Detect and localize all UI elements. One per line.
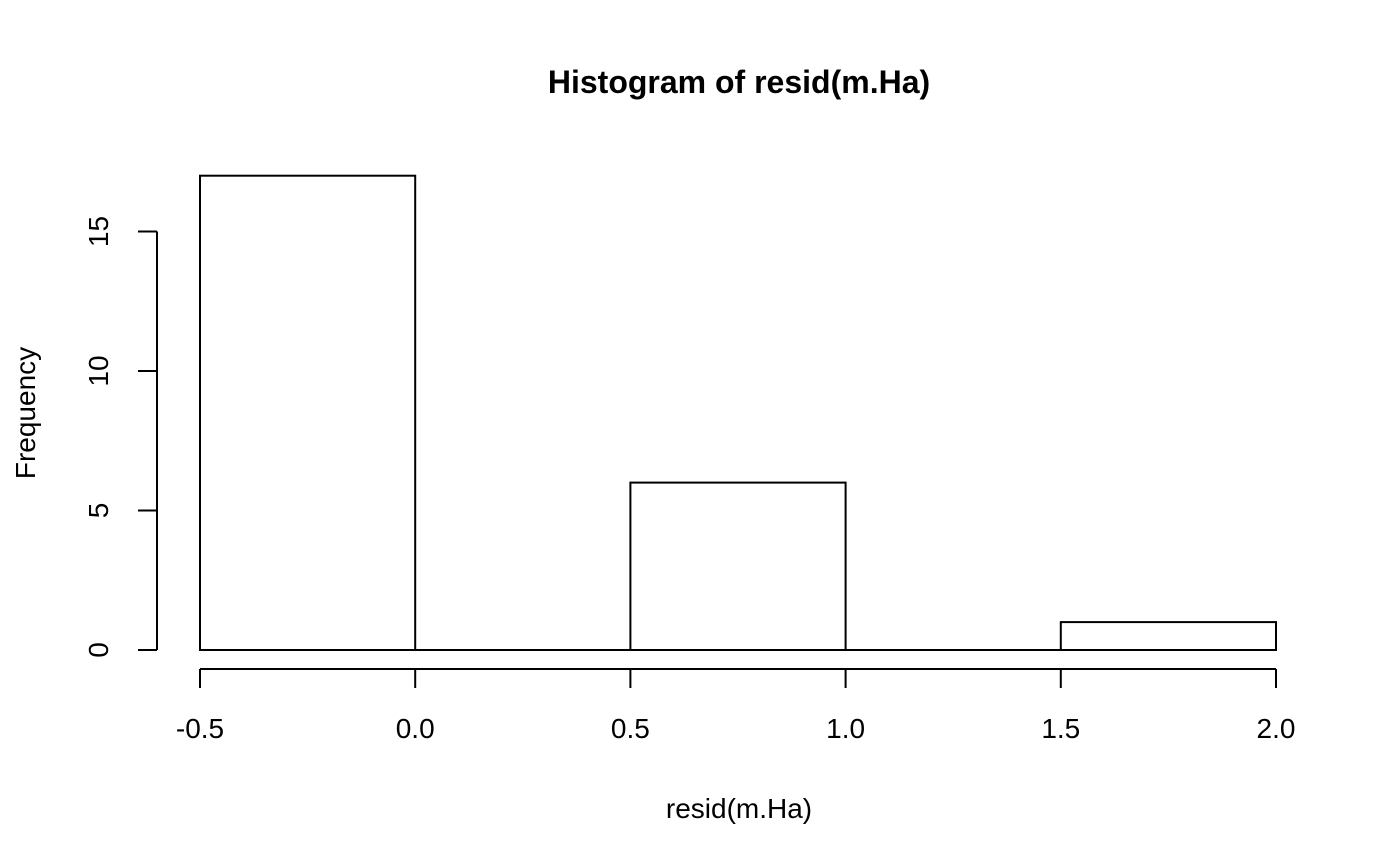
x-tick-label: 1.5 [1041, 713, 1080, 744]
y-tick-label: 0 [83, 642, 114, 658]
x-tick-label: 1.0 [826, 713, 865, 744]
x-tick-label: 0.5 [611, 713, 650, 744]
y-tick-label: 10 [83, 355, 114, 386]
x-axis: -0.5 0.0 0.5 1.0 1.5 2.0 [176, 668, 1296, 744]
y-axis-label: Frequency [10, 347, 41, 479]
x-tick-label: 0.0 [396, 713, 435, 744]
x-axis-label: resid(m.Ha) [666, 793, 812, 824]
chart-title: Histogram of resid(m.Ha) [548, 64, 930, 100]
histogram-bar [199, 174, 417, 651]
x-tick-label: -0.5 [176, 713, 224, 744]
x-tick-label: 2.0 [1257, 713, 1296, 744]
histogram-bar [1059, 621, 1278, 651]
histogram-bar [629, 481, 847, 651]
y-tick-label: 15 [83, 216, 114, 247]
y-tick-label: 5 [83, 503, 114, 519]
y-axis: 0 5 10 15 [83, 216, 158, 658]
histogram-bars [199, 174, 1278, 651]
